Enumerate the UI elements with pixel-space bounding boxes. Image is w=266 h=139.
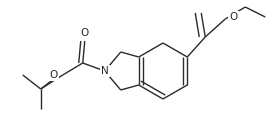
Text: O: O (81, 28, 89, 38)
Text: N: N (101, 66, 109, 76)
Text: O: O (229, 12, 238, 22)
Text: O: O (49, 70, 58, 80)
